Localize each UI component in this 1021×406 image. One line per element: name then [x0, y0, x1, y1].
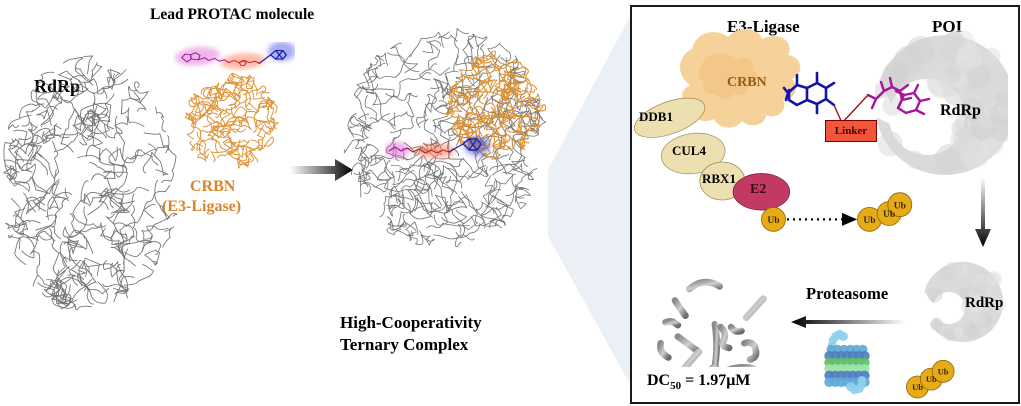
- svg-text:Ub: Ub: [912, 382, 923, 392]
- svg-text:Ub: Ub: [926, 374, 937, 384]
- svg-text:Ub: Ub: [863, 216, 875, 226]
- svg-text:Ub: Ub: [894, 201, 906, 211]
- svg-text:Ub: Ub: [938, 366, 949, 376]
- svg-text:Ub: Ub: [767, 216, 779, 226]
- svg-text:Ub: Ub: [883, 210, 895, 220]
